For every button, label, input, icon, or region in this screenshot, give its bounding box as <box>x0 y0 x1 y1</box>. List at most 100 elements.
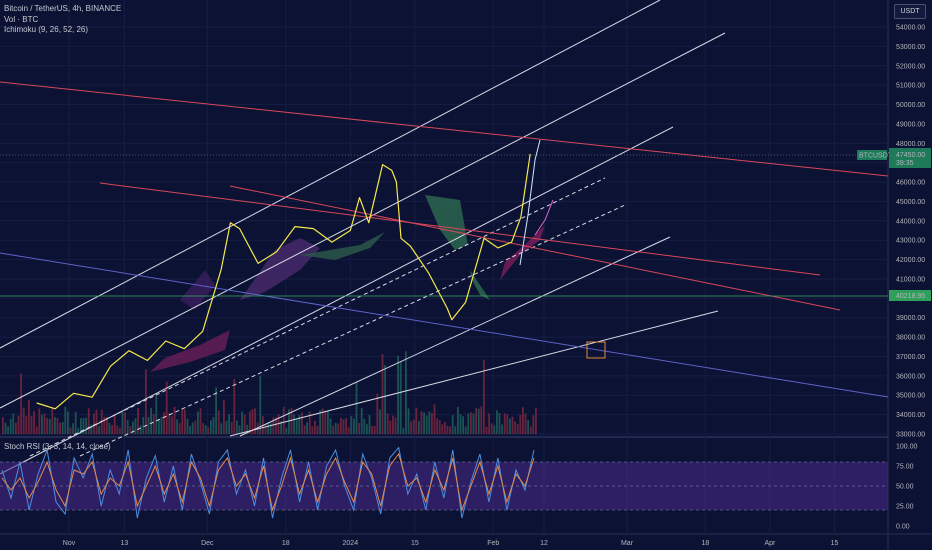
volume-bar <box>108 422 111 434</box>
volume-bar <box>288 409 290 434</box>
volume-legend[interactable]: Vol · BTC <box>4 14 39 24</box>
volume-bar <box>264 424 267 434</box>
symbol-tag-bg <box>857 150 887 160</box>
marker-box <box>586 341 606 359</box>
volume-bar <box>290 407 293 434</box>
volume-bar <box>314 420 316 434</box>
volume-bar <box>509 418 511 434</box>
volume-bar <box>139 425 142 434</box>
stoch-y-tick: 0.00 <box>896 524 910 531</box>
projection-line <box>519 139 541 266</box>
volume-bar <box>251 408 254 434</box>
volume-bar <box>124 412 126 434</box>
volume-bar <box>82 417 85 434</box>
volume-bar <box>137 408 139 434</box>
volume-bar <box>90 424 93 434</box>
volume-bar <box>194 420 197 434</box>
last-price-tag-bg <box>889 148 931 168</box>
volume-bar <box>415 407 418 434</box>
volume-bar <box>35 426 38 434</box>
currency-button[interactable]: USDT <box>894 4 926 19</box>
volume-bar <box>254 408 256 434</box>
volume-bar <box>496 410 498 434</box>
y-tick-label: 39000.00 <box>896 315 925 322</box>
volume-bar <box>171 416 173 434</box>
volume-bar <box>59 422 61 434</box>
volume-bar <box>503 413 506 434</box>
volume-bar <box>38 408 41 434</box>
channel-line <box>0 32 726 409</box>
volume-bar <box>98 426 100 434</box>
channel-lower-line <box>239 236 671 437</box>
volume-bar <box>103 417 106 434</box>
volume-bar <box>384 365 386 434</box>
y-tick-label: 49000.00 <box>896 121 925 128</box>
volume-bar <box>529 426 532 434</box>
x-tick-label: Feb <box>487 540 499 547</box>
x-tick-label: 15 <box>411 540 419 547</box>
volume-bar <box>9 418 12 434</box>
axes: 54000.00 53000.00 52000.00 51000.00 50000.00… <box>63 25 931 547</box>
volume-bar <box>470 412 472 434</box>
volume-bar <box>360 408 363 434</box>
x-tick-label: 15 <box>831 540 839 547</box>
volume-bar <box>324 411 327 434</box>
stoch-y-tick: 100.00 <box>896 444 918 451</box>
x-tick-label: 2024 <box>343 540 359 547</box>
ichimoku-legend[interactable]: Ichimoku (9, 26, 52, 26) <box>4 25 89 34</box>
channel-support-line <box>229 310 719 437</box>
stoch-rsi-legend[interactable]: Stoch RSI (3, 3, 14, 14, close) <box>4 442 111 451</box>
y-tick-label: 48000.00 <box>896 141 925 148</box>
y-tick-label: 44000.00 <box>896 218 925 225</box>
volume-bar <box>80 418 82 434</box>
volume-bar <box>457 407 459 434</box>
volume-bar <box>204 425 207 434</box>
x-tick-label: Mar <box>621 540 634 547</box>
y-tick-label: 36000.00 <box>896 373 925 380</box>
volume-bar <box>212 417 215 434</box>
volume-bar <box>535 407 537 434</box>
cloud-region <box>240 238 320 300</box>
volume-bar <box>379 409 381 434</box>
volume-bar <box>493 425 496 434</box>
volume-bar <box>189 426 191 434</box>
volume-bar <box>321 408 324 434</box>
countdown-text: 39:35 <box>896 160 914 167</box>
volume-bar <box>298 414 301 434</box>
volume-bar <box>142 417 145 434</box>
cloud-region <box>470 270 490 300</box>
volume-bar <box>514 421 516 434</box>
symbol-title[interactable]: Bitcoin / TetherUS, 4h, BINANCE <box>4 4 122 13</box>
volume-bar <box>126 420 129 434</box>
volume-bar <box>119 427 121 434</box>
volume-bar <box>438 420 441 434</box>
volume-bar <box>121 411 124 434</box>
volume-bar <box>373 426 376 434</box>
y-tick-label: 45000.00 <box>896 199 925 206</box>
drawing-lines <box>0 0 889 475</box>
volume-bar <box>428 411 431 434</box>
volume-bar <box>308 411 311 434</box>
volume-bar <box>176 419 178 434</box>
volume-bar <box>480 406 483 434</box>
volume-bar <box>436 418 438 434</box>
volume-bar <box>386 413 389 434</box>
projection-line <box>534 199 554 236</box>
volume-bar <box>363 418 366 434</box>
volume-bar <box>316 425 319 434</box>
volume-bar <box>48 418 51 434</box>
volume-bar <box>93 413 95 434</box>
y-tick-label: 33000.00 <box>896 432 925 439</box>
volume-bar <box>353 418 355 434</box>
volume-bar <box>483 359 485 434</box>
volume-bar <box>410 421 412 434</box>
price-series <box>36 139 554 410</box>
volume-bar <box>25 415 28 434</box>
volume-bar <box>498 413 501 434</box>
x-tick-label: Dec <box>201 540 214 547</box>
volume-bar <box>160 416 163 434</box>
volume-bar <box>459 414 462 434</box>
volume-bar <box>269 423 272 434</box>
